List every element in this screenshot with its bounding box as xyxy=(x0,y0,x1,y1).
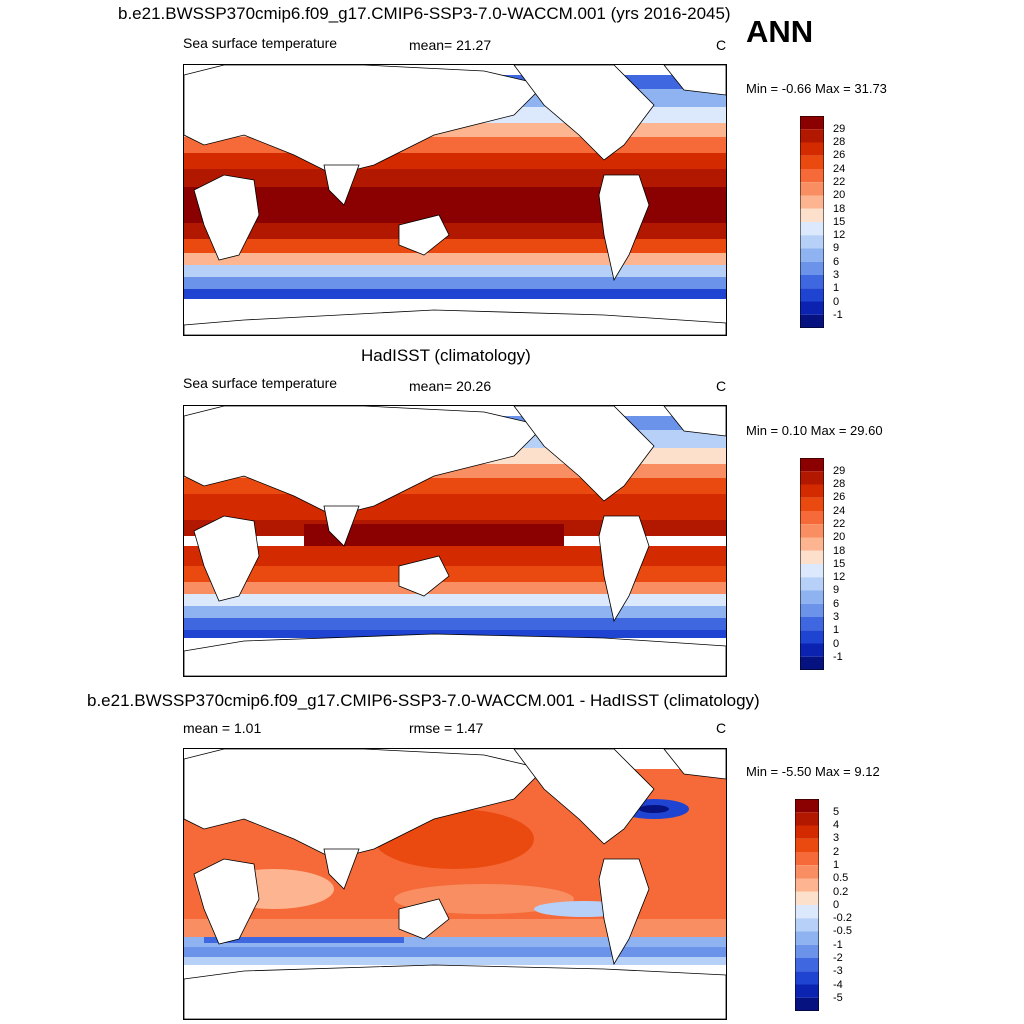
cb-label: 1 xyxy=(833,859,840,871)
cb-label: 26 xyxy=(833,491,846,503)
obs-colorbar-swatches xyxy=(799,457,825,671)
model-sst-field xyxy=(184,65,726,335)
cb-label: 20 xyxy=(833,531,846,543)
cb-label: 2 xyxy=(833,846,840,858)
panel-diff-colorbar: 5 4 3 2 1 0.5 0.2 0 -0.2 -0.5 -1 -2 -3 -… xyxy=(794,798,852,1016)
cb-label: 24 xyxy=(833,505,846,517)
cb-label: 18 xyxy=(833,545,846,557)
cb-label: 15 xyxy=(833,216,846,228)
panel-model-unit: C xyxy=(716,37,727,53)
cb-label: -1 xyxy=(833,309,843,321)
cb-label: 15 xyxy=(833,558,846,570)
cb-label: -1 xyxy=(833,651,843,663)
panel-model-colorbar: 29 28 26 24 22 20 18 15 12 9 6 3 1 0 -1 xyxy=(799,115,845,333)
cb-label: 3 xyxy=(833,269,840,281)
cb-label: -5 xyxy=(833,992,843,1004)
cb-label: 29 xyxy=(833,123,846,135)
cb-label: 3 xyxy=(833,611,840,623)
cb-label: -0.5 xyxy=(833,925,852,937)
cb-label: 6 xyxy=(833,256,840,268)
cb-label: -3 xyxy=(833,965,843,977)
cb-label: 22 xyxy=(833,518,846,530)
cb-label: 12 xyxy=(833,229,846,241)
cb-label: 6 xyxy=(833,598,840,610)
cb-label: 18 xyxy=(833,203,846,215)
cb-label: 12 xyxy=(833,571,846,583)
panel-obs-mean: mean= 20.26 xyxy=(409,378,492,394)
cb-label: 9 xyxy=(833,584,840,596)
cb-label: -4 xyxy=(833,979,843,991)
panel-obs-unit: C xyxy=(716,378,727,394)
panel-diff-rmse: rmse = 1.47 xyxy=(409,720,484,736)
cb-label: 26 xyxy=(833,149,846,161)
cb-label: 0 xyxy=(833,638,840,650)
cb-label: 24 xyxy=(833,163,846,175)
cb-label: 28 xyxy=(833,136,846,148)
panel-obs-minmax: Min = 0.10 Max = 29.60 xyxy=(746,423,883,438)
cb-label: 9 xyxy=(833,242,840,254)
panel-model-variable: Sea surface temperature xyxy=(183,35,338,51)
cb-label: 0 xyxy=(833,296,840,308)
cb-label: 29 xyxy=(833,465,846,477)
diff-colorbar-swatches xyxy=(794,798,820,1012)
panel-diff-mean: mean = 1.01 xyxy=(183,720,262,736)
panel-diff-unit: C xyxy=(716,720,727,736)
panel-model-title: b.e21.BWSSP370cmip6.f09_g17.CMIP6-SSP3-7… xyxy=(118,4,731,23)
panel-diff-minmax: Min = -5.50 Max = 9.12 xyxy=(746,764,880,779)
cb-label: 20 xyxy=(833,189,846,201)
model-colorbar-swatches xyxy=(799,115,825,329)
panel-obs-title: HadISST (climatology) xyxy=(361,346,531,365)
cb-label: 5 xyxy=(833,806,840,818)
panel-diff-map xyxy=(183,748,727,1020)
panel-diff-title: b.e21.BWSSP370cmip6.f09_g17.CMIP6-SSP3-7… xyxy=(87,691,760,710)
panel-obs-colorbar: 29 28 26 24 22 20 18 15 12 9 6 3 1 0 -1 xyxy=(799,457,845,675)
cb-label: -1 xyxy=(833,939,843,951)
cb-label: 0.5 xyxy=(833,872,849,884)
panel-model-mean: mean= 21.27 xyxy=(409,37,492,53)
obs-sst-field xyxy=(184,406,726,676)
cb-label: 22 xyxy=(833,176,846,188)
season-label: ANN xyxy=(746,14,814,49)
cb-label: 0.2 xyxy=(833,886,849,898)
cb-label: 3 xyxy=(833,832,840,844)
cb-label: 1 xyxy=(833,282,840,294)
cb-label: 0 xyxy=(833,899,840,911)
panel-obs-variable: Sea surface temperature xyxy=(183,375,338,391)
diff-sst-field xyxy=(184,749,726,1019)
panel-model-map xyxy=(183,64,727,336)
cb-label: -2 xyxy=(833,952,843,964)
panel-model-minmax: Min = -0.66 Max = 31.73 xyxy=(746,81,887,96)
cb-label: 28 xyxy=(833,478,846,490)
cb-label: -0.2 xyxy=(833,912,852,924)
panel-obs-map xyxy=(183,405,727,677)
cb-label: 1 xyxy=(833,624,840,636)
cb-label: 4 xyxy=(833,819,840,831)
